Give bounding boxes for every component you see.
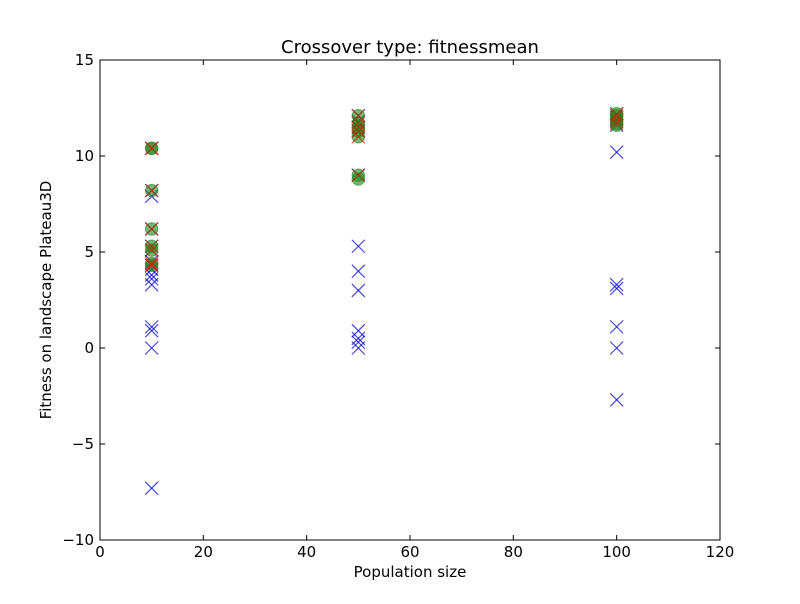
- x-marker-stroke: [351, 341, 366, 355]
- x-marker-stroke: [144, 141, 159, 156]
- green-circle-point: [609, 118, 624, 132]
- y-tick-label: −5: [72, 435, 94, 453]
- blue-x-point: [351, 323, 366, 338]
- x-marker-stroke: [351, 283, 366, 298]
- blue-x-point: [351, 331, 366, 346]
- x-tick-label: 80: [504, 543, 523, 561]
- blue-x-point: [609, 145, 624, 160]
- x-marker-stroke: [609, 112, 624, 127]
- x-marker-stroke: [351, 331, 366, 346]
- x-marker-stroke: [351, 124, 366, 138]
- x-marker-stroke: [144, 323, 159, 338]
- blue-x-point: [144, 271, 159, 286]
- y-tick-label: 10: [75, 147, 94, 165]
- blue-x-point: [351, 283, 366, 298]
- blue-x-point: [609, 277, 624, 292]
- red-x-point: [609, 116, 624, 131]
- x-marker-stroke: [144, 341, 159, 355]
- red-x-point: [609, 112, 624, 127]
- x-marker-stroke: [144, 268, 159, 282]
- blue-x-point: [144, 481, 159, 496]
- blue-x-point: [351, 335, 366, 350]
- plot-area-frame: [99, 59, 721, 541]
- red-x-point: [609, 108, 624, 123]
- x-marker-stroke: [351, 116, 366, 131]
- blue-x-point: [351, 341, 366, 355]
- x-marker-stroke: [144, 243, 159, 258]
- x-marker-stroke: [351, 129, 366, 144]
- x-axis: 0 20 40 60 80 100 120: [95, 60, 734, 561]
- x-marker-stroke: [144, 258, 159, 273]
- x-tick-label: 60: [400, 543, 419, 561]
- x-marker-stroke: [351, 335, 366, 350]
- green-circle-point: [351, 172, 366, 186]
- x-marker-stroke: [144, 183, 159, 198]
- chart-title: Crossover type: fitnessmean: [281, 37, 539, 58]
- red-x-point: [144, 239, 159, 254]
- x-tick-label: 0: [95, 543, 105, 561]
- red-x-point: [144, 141, 159, 156]
- x-marker-stroke: [609, 116, 624, 131]
- blue-x-point: [144, 268, 159, 282]
- y-tick-label: 5: [84, 243, 94, 261]
- x-marker-stroke: [609, 392, 624, 407]
- x-marker-stroke: [144, 239, 159, 254]
- red-x-point: [351, 120, 366, 135]
- x-tick-label: 120: [706, 543, 735, 561]
- x-axis-label: Population size: [354, 563, 467, 581]
- x-marker-stroke: [609, 319, 624, 334]
- x-marker-stroke: [144, 256, 159, 271]
- red-x-point: [351, 129, 366, 144]
- red-x-point: [351, 108, 366, 123]
- red-x-point: [144, 243, 159, 258]
- blue-x-point: [144, 323, 159, 338]
- blue-x-point: [144, 277, 159, 292]
- x-marker-stroke: [144, 222, 159, 236]
- x-marker-stroke: [609, 341, 624, 355]
- x-marker-stroke: [351, 239, 366, 254]
- red-x-point: [351, 168, 366, 183]
- x-tick-label: 100: [602, 543, 631, 561]
- red-x-point: [144, 222, 159, 236]
- y-tick-label: 0: [84, 339, 94, 357]
- blue-x-point: [351, 264, 366, 279]
- x-marker-stroke: [144, 481, 159, 496]
- red-x-point: [351, 116, 366, 131]
- red-x-point: [144, 183, 159, 198]
- blue-x-point: [609, 341, 624, 355]
- x-marker-stroke: [351, 168, 366, 183]
- data-markers: [144, 106, 624, 496]
- x-tick-label: 20: [194, 543, 213, 561]
- x-marker-stroke: [144, 277, 159, 292]
- y-tick-label: −10: [62, 531, 94, 549]
- blue-x-point: [144, 341, 159, 355]
- x-tick-label: 40: [297, 543, 316, 561]
- x-marker-stroke: [351, 108, 366, 123]
- x-marker-stroke: [609, 108, 624, 123]
- red-x-point: [351, 124, 366, 138]
- x-marker-stroke: [351, 120, 366, 135]
- x-marker-stroke: [351, 264, 366, 279]
- red-x-point: [609, 106, 624, 121]
- y-axis: −10 −5 0 5 10 15: [62, 51, 720, 549]
- y-axis-label: Fitness on landscape Plateau3D: [37, 181, 55, 420]
- x-marker-stroke: [144, 271, 159, 286]
- x-marker-stroke: [351, 323, 366, 338]
- x-marker-stroke: [609, 106, 624, 121]
- x-marker-stroke: [609, 281, 624, 296]
- blue-x-point: [609, 392, 624, 407]
- blue-x-point: [609, 281, 624, 296]
- x-marker-stroke: [609, 145, 624, 160]
- red-x-point: [144, 258, 159, 273]
- red-x-point: [144, 256, 159, 271]
- y-tick-label: 15: [75, 51, 94, 69]
- x-marker-stroke: [609, 277, 624, 292]
- blue-x-point: [144, 319, 159, 334]
- blue-x-point: [609, 319, 624, 334]
- blue-x-point: [351, 239, 366, 254]
- x-marker-stroke: [144, 319, 159, 334]
